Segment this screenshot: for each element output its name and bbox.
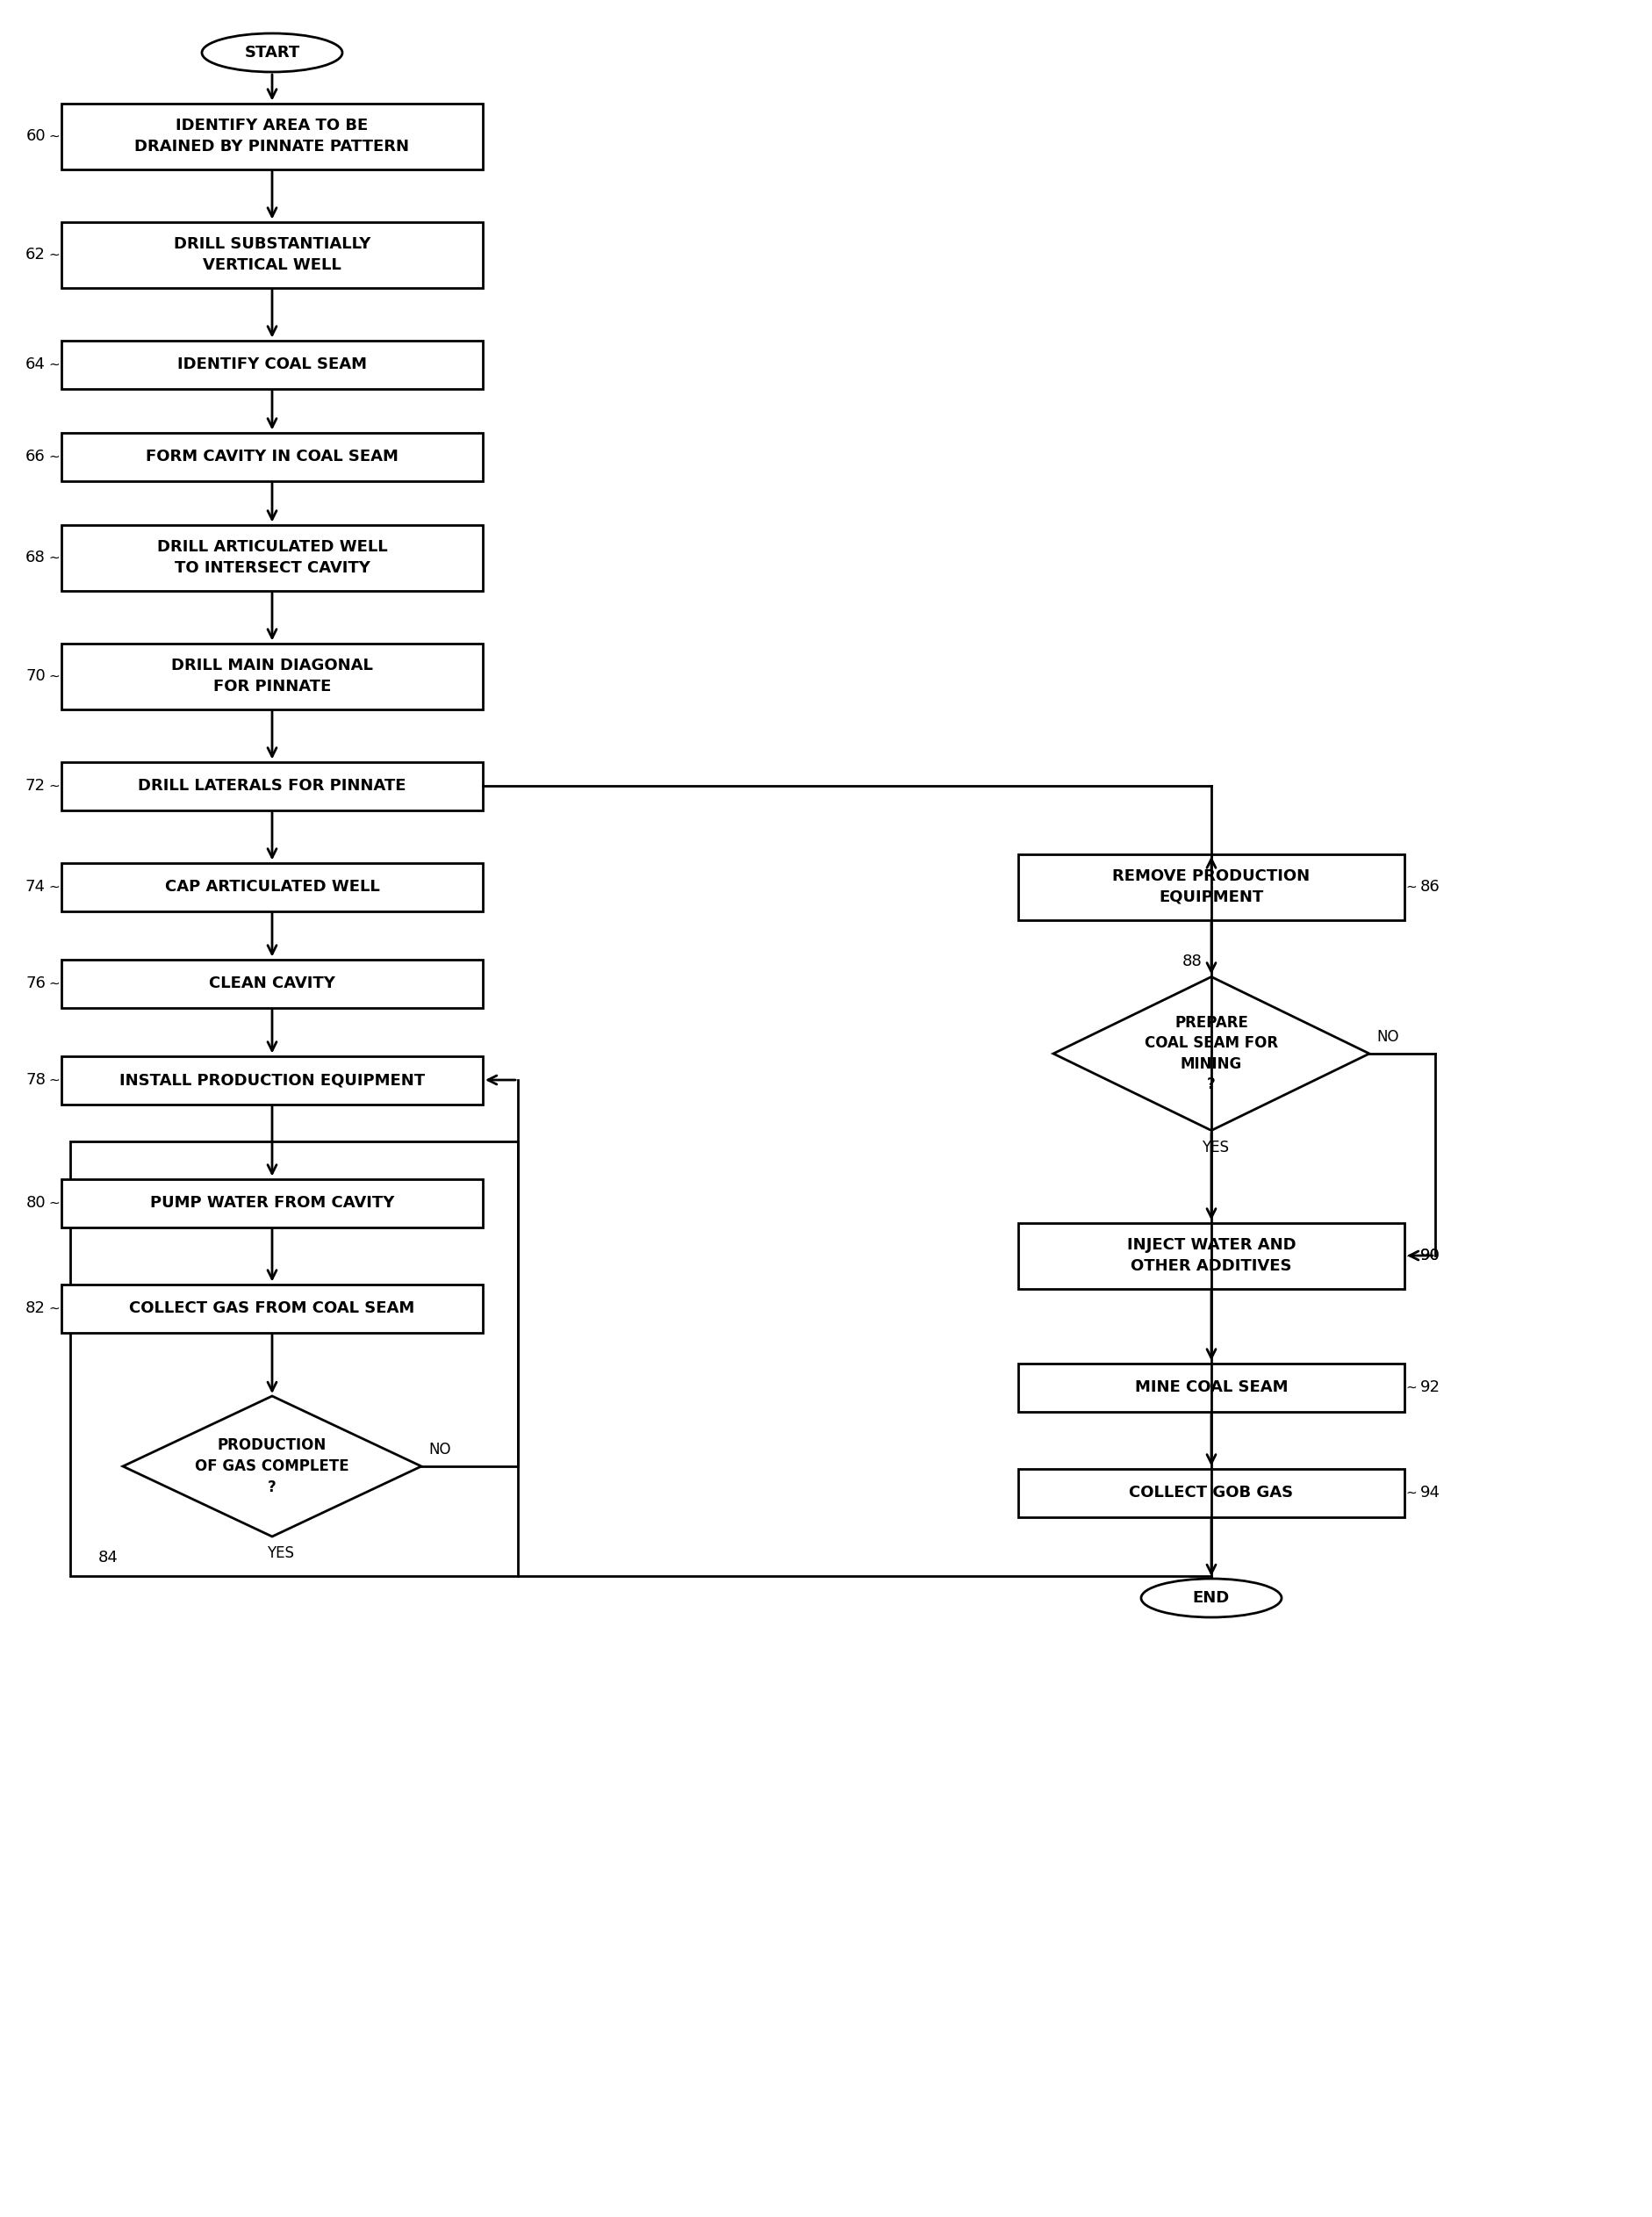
- Text: ∼: ∼: [1406, 1248, 1417, 1261]
- Bar: [61, 432, 482, 481]
- Bar: [61, 763, 482, 809]
- Text: 92: 92: [1421, 1379, 1441, 1394]
- Text: 66: 66: [26, 448, 46, 466]
- Text: INSTALL PRODUCTION EQUIPMENT: INSTALL PRODUCTION EQUIPMENT: [119, 1073, 425, 1089]
- Bar: [1018, 1222, 1404, 1288]
- Text: ∼: ∼: [50, 1073, 59, 1086]
- Text: DRILL MAIN DIAGONAL
FOR PINNATE: DRILL MAIN DIAGONAL FOR PINNATE: [172, 658, 373, 694]
- Bar: [61, 222, 482, 288]
- Text: COLLECT GOB GAS: COLLECT GOB GAS: [1130, 1485, 1294, 1501]
- Text: ∼: ∼: [50, 880, 59, 893]
- Text: NO: NO: [428, 1441, 451, 1457]
- Bar: [61, 104, 482, 168]
- Bar: [61, 1055, 482, 1104]
- Text: 86: 86: [1421, 878, 1441, 896]
- Polygon shape: [122, 1397, 421, 1536]
- Text: END: END: [1193, 1590, 1229, 1605]
- Text: DRILL SUBSTANTIALLY
VERTICAL WELL: DRILL SUBSTANTIALLY VERTICAL WELL: [173, 237, 370, 273]
- Text: 80: 80: [26, 1195, 46, 1210]
- Text: 90: 90: [1421, 1248, 1441, 1264]
- Text: ∼: ∼: [50, 1301, 59, 1315]
- Text: CAP ARTICULATED WELL: CAP ARTICULATED WELL: [165, 878, 380, 896]
- Bar: [61, 525, 482, 590]
- Text: 70: 70: [26, 667, 46, 685]
- Text: 82: 82: [25, 1301, 46, 1317]
- Text: ∼: ∼: [50, 670, 59, 683]
- Text: PREPARE
COAL SEAM FOR
MINING
?: PREPARE COAL SEAM FOR MINING ?: [1145, 1015, 1279, 1093]
- Bar: [71, 1142, 517, 1576]
- Text: 68: 68: [26, 550, 46, 565]
- Text: CLEAN CAVITY: CLEAN CAVITY: [208, 975, 335, 991]
- Text: 94: 94: [1421, 1485, 1441, 1501]
- Text: ∼: ∼: [50, 778, 59, 791]
- Text: PUMP WATER FROM CAVITY: PUMP WATER FROM CAVITY: [150, 1195, 395, 1210]
- Text: ∼: ∼: [1406, 1248, 1417, 1261]
- Bar: [61, 1284, 482, 1332]
- Text: 76: 76: [25, 975, 46, 991]
- Text: FORM CAVITY IN COAL SEAM: FORM CAVITY IN COAL SEAM: [145, 448, 398, 466]
- Text: 84: 84: [99, 1550, 119, 1565]
- Text: NO: NO: [1376, 1029, 1399, 1044]
- Text: ∼: ∼: [1406, 1381, 1417, 1394]
- Text: 62: 62: [25, 246, 46, 262]
- Bar: [61, 960, 482, 1007]
- Text: ∼: ∼: [50, 978, 59, 991]
- Text: DRILL ARTICULATED WELL
TO INTERSECT CAVITY: DRILL ARTICULATED WELL TO INTERSECT CAVI…: [157, 539, 387, 576]
- Text: IDENTIFY COAL SEAM: IDENTIFY COAL SEAM: [177, 357, 367, 372]
- Text: REMOVE PRODUCTION
EQUIPMENT: REMOVE PRODUCTION EQUIPMENT: [1112, 869, 1310, 905]
- Bar: [1018, 1468, 1404, 1516]
- Text: INJECT WATER AND
OTHER ADDITIVES: INJECT WATER AND OTHER ADDITIVES: [1127, 1237, 1295, 1275]
- Text: MINE COAL SEAM: MINE COAL SEAM: [1135, 1379, 1289, 1394]
- Text: ∼: ∼: [50, 248, 59, 262]
- Text: 60: 60: [26, 129, 46, 144]
- Text: ∼: ∼: [1406, 880, 1417, 893]
- Bar: [61, 1179, 482, 1226]
- Text: COLLECT GAS FROM COAL SEAM: COLLECT GAS FROM COAL SEAM: [129, 1301, 415, 1317]
- Text: ∼: ∼: [50, 450, 59, 463]
- Bar: [61, 339, 482, 388]
- Ellipse shape: [202, 33, 342, 71]
- Polygon shape: [1054, 978, 1370, 1131]
- Text: PRODUCTION
OF GAS COMPLETE
?: PRODUCTION OF GAS COMPLETE ?: [195, 1437, 349, 1494]
- Ellipse shape: [1142, 1579, 1282, 1618]
- Text: ∼: ∼: [50, 552, 59, 563]
- Text: 64: 64: [25, 357, 46, 372]
- Text: 74: 74: [25, 878, 46, 896]
- Bar: [1018, 854, 1404, 920]
- Text: DRILL LATERALS FOR PINNATE: DRILL LATERALS FOR PINNATE: [139, 778, 406, 794]
- Text: 90: 90: [1421, 1248, 1441, 1264]
- Text: 72: 72: [25, 778, 46, 794]
- Bar: [61, 643, 482, 709]
- Text: 88: 88: [1183, 953, 1203, 969]
- Text: YES: YES: [1203, 1140, 1229, 1155]
- Text: ∼: ∼: [50, 129, 59, 142]
- Text: ∼: ∼: [50, 357, 59, 370]
- Text: ∼: ∼: [50, 1197, 59, 1210]
- Bar: [1018, 1363, 1404, 1412]
- Text: 78: 78: [25, 1073, 46, 1089]
- Text: IDENTIFY AREA TO BE
DRAINED BY PINNATE PATTERN: IDENTIFY AREA TO BE DRAINED BY PINNATE P…: [135, 118, 410, 155]
- Text: START: START: [244, 44, 301, 60]
- Text: YES: YES: [268, 1545, 294, 1561]
- Bar: [61, 862, 482, 911]
- Text: ∼: ∼: [1406, 1485, 1417, 1499]
